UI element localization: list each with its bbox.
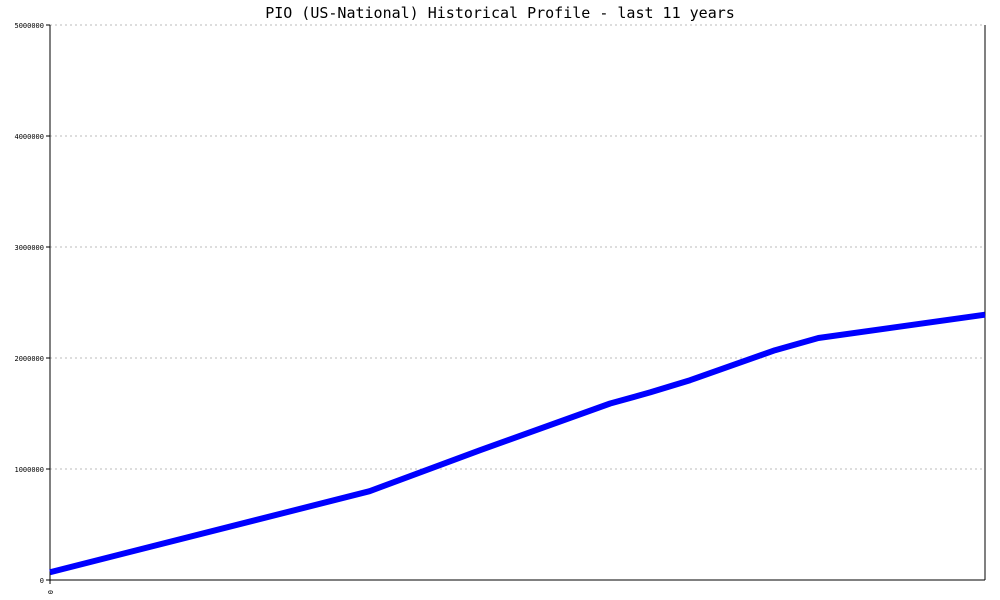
x-tick-label: 0 xyxy=(47,590,55,594)
series-line xyxy=(49,311,986,576)
y-tick-label: 5000000 xyxy=(14,22,44,30)
y-tick-label: 3000000 xyxy=(14,244,44,252)
y-tick-label: 0 xyxy=(40,577,44,585)
y-tick-label: 2000000 xyxy=(14,355,44,363)
y-tick-label: 4000000 xyxy=(14,133,44,141)
y-tick-label: 1000000 xyxy=(14,466,44,474)
chart-title: PIO (US-National) Historical Profile - l… xyxy=(265,4,735,22)
